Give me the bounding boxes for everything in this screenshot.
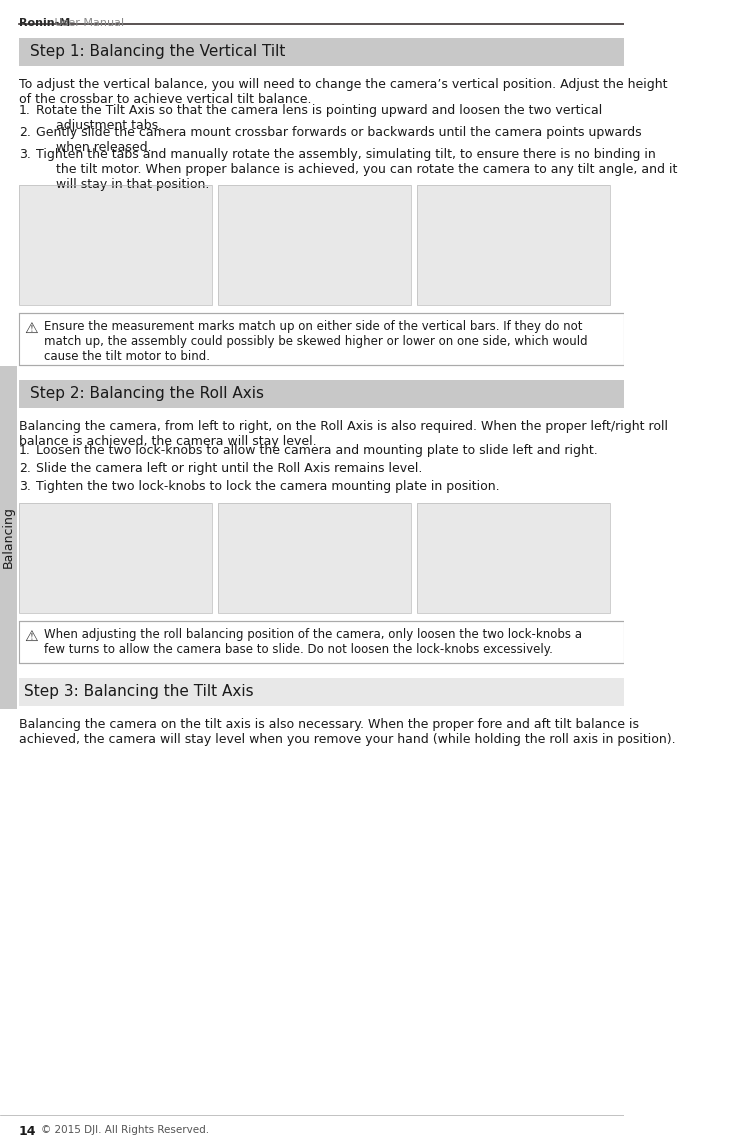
Bar [417, 185, 610, 305]
Text: 14: 14 [19, 1125, 37, 1138]
Text: 3.: 3. [19, 480, 31, 493]
Bar [19, 185, 212, 305]
Bar [0, 366, 17, 709]
Text: When adjusting the roll balancing position of the camera, only loosen the two lo: When adjusting the roll balancing positi… [45, 628, 583, 656]
Text: 1.: 1. [19, 104, 31, 117]
Bar [417, 185, 610, 305]
Text: 2.: 2. [19, 126, 31, 139]
Bar [19, 185, 212, 305]
Text: Loosen the two lock-knobs to allow the camera and mounting plate to slide left a: Loosen the two lock-knobs to allow the c… [36, 443, 597, 457]
Text: 2.: 2. [19, 462, 31, 475]
Text: Ensure the measurement marks match up on either side of the vertical bars. If th: Ensure the measurement marks match up on… [45, 320, 588, 363]
Bar [417, 503, 610, 613]
Bar [19, 621, 624, 663]
Bar [19, 678, 624, 706]
Text: Tighten the tabs and manually rotate the assembly, simulating tilt, to ensure th: Tighten the tabs and manually rotate the… [36, 147, 677, 191]
Text: Slide the camera left or right until the Roll Axis remains level.: Slide the camera left or right until the… [36, 462, 423, 475]
Text: To adjust the vertical balance, you will need to change the camera’s vertical po: To adjust the vertical balance, you will… [19, 78, 667, 106]
Bar [19, 379, 624, 408]
Text: Tighten the two lock-knobs to lock the camera mounting plate in position.: Tighten the two lock-knobs to lock the c… [36, 480, 499, 493]
Bar [218, 185, 411, 305]
Text: 1.: 1. [19, 443, 31, 457]
Text: Balancing: Balancing [2, 506, 15, 568]
Bar [218, 503, 411, 613]
Bar [417, 503, 610, 613]
Text: Balancing the camera on the tilt axis is also necessary. When the proper fore an: Balancing the camera on the tilt axis is… [19, 718, 675, 746]
Text: ⚠: ⚠ [24, 321, 37, 336]
Bar [19, 503, 212, 613]
Text: Balancing the camera, from left to right, on the Roll Axis is also required. Whe: Balancing the camera, from left to right… [19, 419, 667, 448]
Bar [19, 38, 624, 66]
Bar [19, 503, 212, 613]
Text: Rotate the Tilt Axis so that the camera lens is pointing upward and loosen the t: Rotate the Tilt Axis so that the camera … [36, 104, 602, 131]
Text: Gently slide the camera mount crossbar forwards or backwards until the camera po: Gently slide the camera mount crossbar f… [36, 126, 642, 154]
Text: Step 2: Balancing the Roll Axis: Step 2: Balancing the Roll Axis [30, 386, 264, 401]
Text: Step 1: Balancing the Vertical Tilt: Step 1: Balancing the Vertical Tilt [30, 43, 285, 59]
Bar [218, 185, 411, 305]
Text: © 2015 DJI. All Rights Reserved.: © 2015 DJI. All Rights Reserved. [41, 1125, 209, 1135]
Text: 3.: 3. [19, 147, 31, 161]
Text: Step 3: Balancing the Tilt Axis: Step 3: Balancing the Tilt Axis [24, 684, 254, 700]
Text: User Manual: User Manual [51, 18, 124, 27]
Text: Ronin-M: Ronin-M [19, 18, 70, 27]
Bar [19, 313, 624, 365]
Text: ⚠: ⚠ [24, 629, 37, 644]
Bar [218, 503, 411, 613]
